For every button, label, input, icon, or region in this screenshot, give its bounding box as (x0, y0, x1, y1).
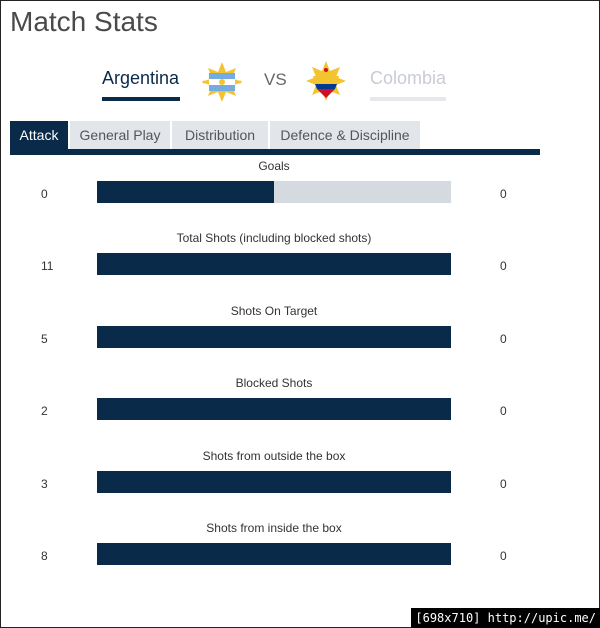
versus-label: VS (264, 70, 287, 89)
home-bar-fill (97, 326, 451, 348)
stat-label: Shots from outside the box (202, 449, 346, 463)
home-value: 11 (41, 259, 54, 273)
stat-bar (97, 471, 451, 493)
stat-bar (97, 181, 451, 203)
home-team-tab[interactable]: Argentina (102, 68, 180, 101)
home-value: 5 (41, 332, 48, 346)
stat-label: Shots from inside the box (206, 521, 342, 535)
stat-bar (97, 326, 451, 348)
tab-attack[interactable]: Attack (10, 121, 70, 149)
away-value: 0 (500, 187, 507, 201)
stat-row: Shots from inside the box 8 0 (0, 521, 600, 593)
home-value: 2 (41, 404, 48, 418)
home-value: 8 (41, 549, 48, 563)
away-team-tab[interactable]: Colombia (370, 68, 446, 101)
stat-row: Total Shots (including blocked shots) 11… (0, 231, 600, 303)
home-bar-fill (97, 543, 451, 565)
home-bar-fill (97, 471, 451, 493)
tab-underline (10, 149, 540, 155)
away-value: 0 (500, 477, 507, 491)
away-value: 0 (500, 259, 507, 273)
tab-defence-discipline[interactable]: Defence & Discipline (270, 121, 422, 149)
away-value: 0 (500, 549, 507, 563)
stat-bar (97, 253, 451, 275)
stat-row: Blocked Shots 2 0 (0, 376, 600, 448)
home-bar-fill (97, 253, 451, 275)
tab-distribution[interactable]: Distribution (172, 121, 270, 149)
team-selector: Argentina VS Colombia (0, 58, 600, 108)
home-value: 0 (41, 187, 48, 201)
argentina-crest-icon (202, 62, 242, 102)
tab-general-play[interactable]: General Play (70, 121, 172, 149)
away-value: 0 (500, 404, 507, 418)
stat-label: Blocked Shots (235, 376, 313, 390)
stat-bar (97, 543, 451, 565)
stat-bar (97, 398, 451, 420)
page-title: Match Stats (10, 6, 158, 37)
image-host-watermark: [698x710] http://upic.me/ (411, 608, 600, 628)
stat-label: Total Shots (including blocked shots) (176, 231, 372, 245)
stat-row: Shots On Target 5 0 (0, 304, 600, 376)
home-value: 3 (41, 477, 48, 491)
stat-label: Shots On Target (230, 304, 318, 318)
home-bar-fill (97, 181, 274, 203)
stat-row: Goals 0 0 (0, 159, 600, 231)
stat-label: Goals (258, 159, 290, 173)
away-value: 0 (500, 332, 507, 346)
colombia-crest-icon (306, 61, 346, 101)
home-bar-fill (97, 398, 451, 420)
stat-row: Shots from outside the box 3 0 (0, 449, 600, 521)
